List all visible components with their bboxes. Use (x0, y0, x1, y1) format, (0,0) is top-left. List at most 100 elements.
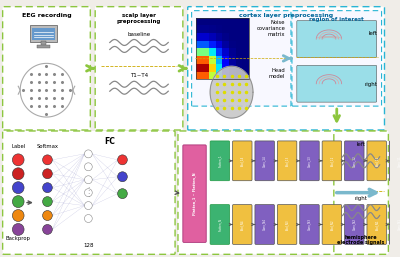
Bar (202, 56, 209, 64)
FancyBboxPatch shape (183, 145, 206, 242)
Text: Pool_12: Pool_12 (330, 156, 334, 166)
Bar (209, 25, 216, 33)
FancyBboxPatch shape (367, 141, 386, 181)
Circle shape (84, 189, 92, 197)
Circle shape (42, 169, 52, 179)
Text: EEG recording: EEG recording (22, 13, 71, 18)
Text: Head
model: Head model (269, 68, 285, 79)
Text: right: right (365, 82, 378, 87)
Text: FC: FC (104, 137, 115, 146)
FancyBboxPatch shape (255, 205, 274, 244)
Bar (242, 64, 249, 71)
FancyBboxPatch shape (192, 11, 291, 106)
Text: Conv_11: Conv_11 (397, 155, 400, 167)
Bar (236, 25, 242, 33)
Text: Conv_N3: Conv_N3 (308, 218, 312, 231)
Circle shape (12, 224, 24, 235)
Text: :: : (87, 186, 90, 192)
Bar (222, 64, 229, 71)
Circle shape (84, 201, 92, 209)
Bar (202, 33, 209, 41)
Text: baseline: baseline (128, 32, 150, 36)
Bar (41, 41, 46, 47)
Text: Conv_N4: Conv_N4 (263, 218, 267, 231)
Bar (229, 33, 236, 41)
Text: Pool_N2: Pool_N2 (330, 219, 334, 230)
Text: :: : (87, 192, 90, 198)
Bar (222, 71, 229, 79)
Circle shape (84, 150, 92, 158)
FancyBboxPatch shape (292, 11, 382, 106)
Bar (242, 41, 249, 48)
Bar (236, 64, 242, 71)
Text: left: left (369, 31, 378, 36)
Text: Pool_13: Pool_13 (285, 156, 289, 166)
Text: scalp layer
preprocessing: scalp layer preprocessing (117, 13, 161, 24)
Bar (209, 56, 216, 64)
FancyBboxPatch shape (3, 7, 90, 130)
Circle shape (118, 172, 127, 182)
FancyBboxPatch shape (322, 205, 342, 244)
Bar (236, 48, 242, 56)
Bar (202, 48, 209, 56)
Circle shape (42, 183, 52, 193)
Bar (202, 41, 209, 48)
Bar (242, 33, 249, 41)
Bar (196, 71, 202, 79)
Text: Pool_N1: Pool_N1 (375, 219, 379, 230)
Bar (202, 17, 209, 25)
Bar (236, 17, 242, 25)
Bar (216, 64, 222, 71)
Bar (222, 41, 229, 48)
Text: Pool_N4: Pool_N4 (240, 219, 244, 230)
FancyBboxPatch shape (297, 21, 377, 57)
Circle shape (42, 210, 52, 221)
Bar (222, 17, 229, 25)
Bar (196, 17, 202, 25)
Bar (202, 71, 209, 79)
FancyBboxPatch shape (300, 141, 319, 181)
Circle shape (84, 215, 92, 223)
Circle shape (118, 155, 127, 165)
Bar (37, 45, 50, 48)
Text: Label: Label (11, 144, 25, 149)
Bar (229, 48, 236, 56)
Text: Flatten_N: Flatten_N (218, 218, 222, 231)
FancyBboxPatch shape (277, 141, 297, 181)
Bar (209, 17, 216, 25)
Text: Flatten_1: Flatten_1 (218, 154, 222, 167)
FancyBboxPatch shape (210, 205, 230, 244)
Bar (229, 56, 236, 64)
Bar (202, 25, 209, 33)
Text: Conv_13: Conv_13 (308, 155, 312, 167)
Text: hemisphere
electrode signals: hemisphere electrode signals (338, 235, 385, 245)
Bar (216, 48, 222, 56)
Circle shape (12, 168, 24, 180)
Bar (209, 48, 216, 56)
Circle shape (42, 155, 52, 165)
Text: Conv_14: Conv_14 (263, 155, 267, 167)
Circle shape (12, 196, 24, 208)
Bar (216, 25, 222, 33)
Text: Pool_11: Pool_11 (375, 156, 379, 166)
Bar (209, 64, 216, 71)
Bar (242, 56, 249, 64)
Text: region of interest: region of interest (309, 17, 364, 22)
Bar (196, 56, 202, 64)
Bar (32, 27, 55, 41)
Bar (236, 33, 242, 41)
Bar (242, 48, 249, 56)
Bar (209, 41, 216, 48)
Text: Conv_N1: Conv_N1 (397, 218, 400, 231)
Bar (222, 25, 229, 33)
Bar (216, 71, 222, 79)
Bar (229, 25, 236, 33)
Bar (196, 41, 202, 48)
Circle shape (12, 182, 24, 194)
Text: cortex layer preprocessing: cortex layer preprocessing (239, 13, 333, 18)
Bar (236, 71, 242, 79)
FancyBboxPatch shape (95, 7, 183, 130)
FancyBboxPatch shape (389, 205, 400, 244)
FancyBboxPatch shape (210, 141, 230, 181)
Bar (216, 17, 222, 25)
